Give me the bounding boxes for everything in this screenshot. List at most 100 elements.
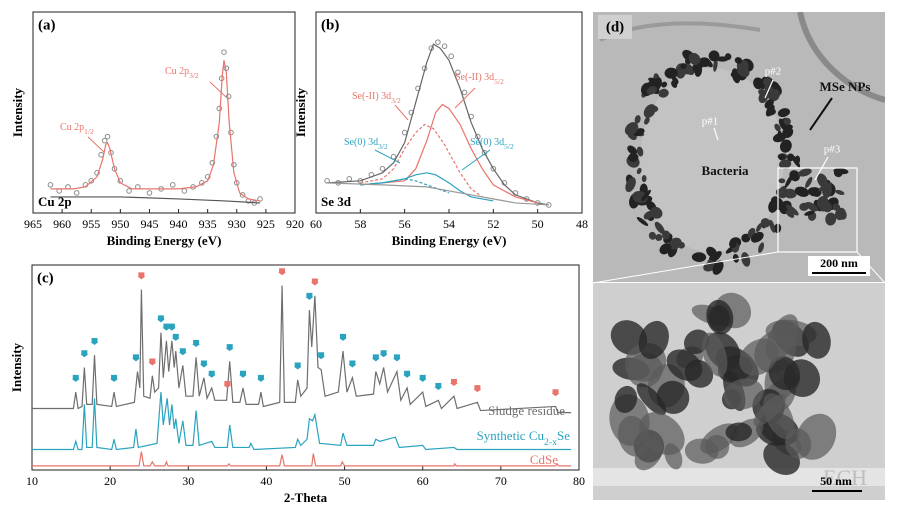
- tem-particle: [732, 253, 739, 263]
- tem-particle: [705, 434, 730, 459]
- series-line: [32, 392, 572, 451]
- corner-label: Se 3d: [321, 194, 352, 209]
- series-line: [32, 285, 572, 414]
- tem-particle: [785, 204, 799, 216]
- tem-band: [593, 468, 885, 486]
- tem-particle: [671, 80, 678, 88]
- y-axis-label: Intensity: [10, 87, 25, 137]
- annotation-part: 5/2: [504, 142, 514, 151]
- peak-marker: [192, 340, 201, 347]
- tem-particle: [658, 88, 669, 98]
- tem-particle: [712, 260, 724, 275]
- panel-label: (b): [321, 17, 339, 33]
- tem-particle: [659, 243, 672, 255]
- tem-label: p#1: [702, 116, 719, 128]
- tem-particle: [779, 139, 792, 153]
- peak-marker: [80, 350, 89, 358]
- tem-particle: [758, 91, 768, 104]
- x-tick-label: 40: [260, 474, 272, 488]
- tem-particle: [805, 176, 813, 188]
- annotation-arrow: [394, 104, 409, 121]
- tem-particle: [783, 117, 791, 126]
- tem-particle: [835, 189, 845, 195]
- annotation: Synthetic Cu2-xSe: [476, 428, 570, 448]
- annotation-arrow: [209, 81, 227, 98]
- tem-particle: [716, 56, 729, 62]
- data-point: [209, 159, 216, 166]
- x-tick-label: 935: [199, 217, 217, 231]
- peak-marker: [310, 278, 319, 286]
- tem-particle: [807, 187, 822, 197]
- annotation: Se(-II) 3d3/2: [352, 91, 401, 105]
- x-tick-label: 30: [182, 474, 194, 488]
- tem-particle: [825, 212, 837, 226]
- tem-particle: [644, 116, 650, 125]
- tem-particle: [646, 86, 658, 95]
- tem-particle: [649, 105, 659, 112]
- x-tick-label: 950: [111, 217, 129, 231]
- annotation-arrow: [374, 149, 401, 164]
- tem-particle: [760, 218, 771, 228]
- peak-marker: [371, 354, 380, 362]
- tem-particle: [777, 108, 791, 118]
- data-point: [101, 137, 108, 144]
- tem-particle: [805, 201, 819, 212]
- peak-marker: [167, 323, 176, 331]
- x-axis-label: 2-Theta: [284, 490, 328, 505]
- tem-particle: [758, 242, 765, 253]
- annotation: Sludge residue: [488, 403, 565, 418]
- annotation-arrow: [461, 149, 491, 171]
- tem-particle: [751, 231, 764, 243]
- tem-particle: [643, 211, 654, 220]
- data-point: [401, 129, 408, 136]
- tem-particle: [638, 320, 669, 360]
- tem-label: MSe NPs: [820, 79, 871, 94]
- tem-particle: [783, 188, 797, 199]
- tem-particle: [641, 174, 647, 183]
- plot-frame: [32, 11, 296, 214]
- inset-box: [777, 167, 858, 253]
- x-axis-label: Binding Energy (eV): [107, 233, 222, 248]
- annotation-part: 3/2: [378, 142, 388, 151]
- tem-label: p#3: [824, 144, 841, 156]
- tem-particle: [708, 305, 730, 332]
- annotation-part: CdSe: [530, 452, 558, 467]
- tem-particle: [706, 246, 717, 258]
- data-point: [73, 190, 80, 196]
- tem-particle: [684, 359, 714, 388]
- x-tick-label: 955: [82, 217, 100, 231]
- tem-particle: [822, 182, 832, 198]
- tem-particle: [648, 231, 657, 240]
- peak-marker: [348, 360, 357, 368]
- tem-particle: [794, 186, 810, 197]
- x-tick-label: 52: [487, 217, 499, 231]
- data-point: [47, 182, 54, 188]
- data-point: [216, 105, 223, 112]
- data-point: [346, 176, 353, 182]
- tem-particle: [636, 167, 642, 175]
- peak-marker: [148, 358, 157, 366]
- data-point: [490, 165, 497, 172]
- data-point: [390, 153, 397, 160]
- tem-label: p#2: [765, 66, 782, 78]
- tem-particle: [688, 52, 701, 65]
- tem-particle: [662, 230, 671, 240]
- x-tick-label: 58: [354, 217, 366, 231]
- data-point: [146, 190, 153, 196]
- tem-particle: [782, 126, 794, 138]
- tem-particle: [741, 252, 751, 267]
- tem-particle: [785, 210, 795, 218]
- tem-particle: [725, 422, 753, 442]
- tem-particle: [755, 222, 763, 232]
- peak-marker: [110, 374, 119, 382]
- tem-particle: [777, 130, 782, 139]
- x-axis-label: Binding Energy (eV): [392, 233, 507, 248]
- series-line: [327, 43, 549, 206]
- peak-marker: [551, 389, 560, 397]
- peak-marker: [256, 374, 265, 382]
- tem-particle: [684, 67, 695, 76]
- panel-label-bg: [598, 15, 632, 39]
- annotation-part: 2-x: [544, 437, 557, 448]
- tem-particle: [768, 199, 778, 213]
- tem-particle: [834, 207, 846, 221]
